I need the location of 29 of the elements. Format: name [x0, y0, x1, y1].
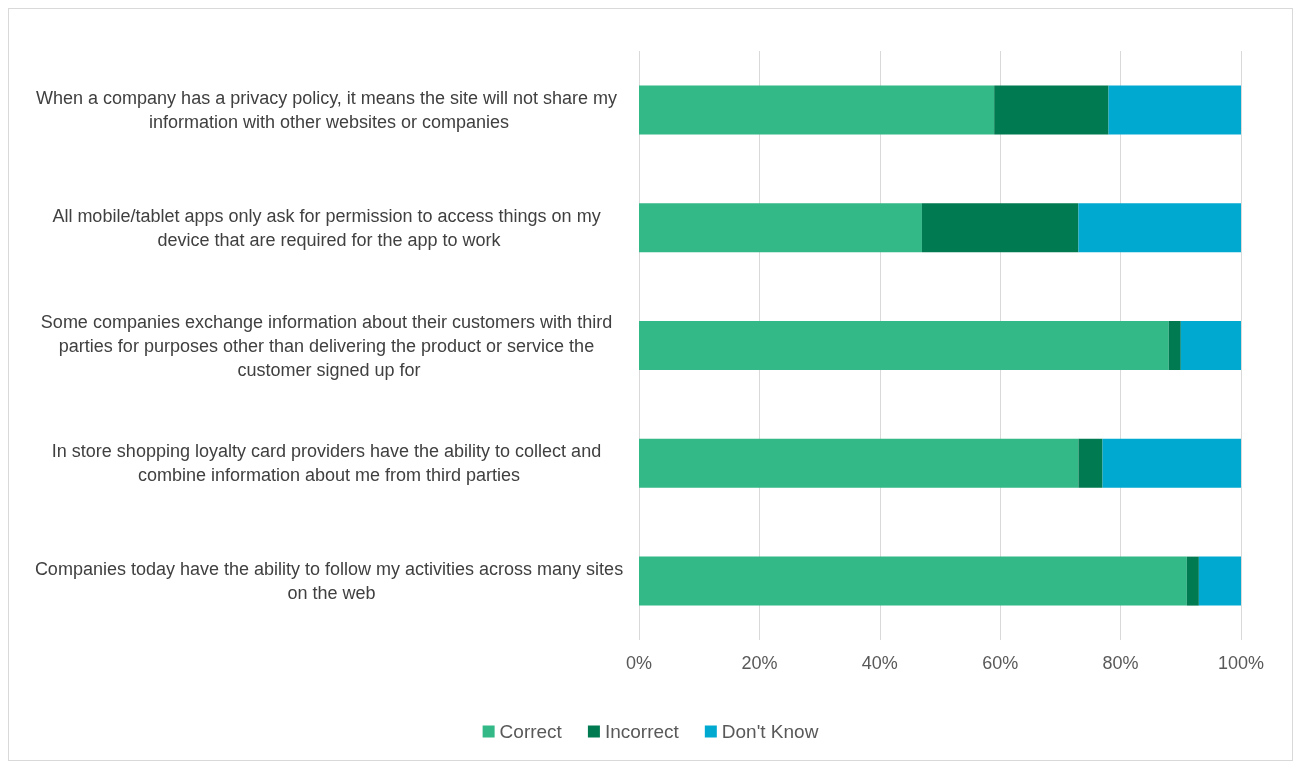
bar: [639, 203, 922, 253]
bar: [639, 85, 995, 135]
bar: [1168, 321, 1181, 370]
bar: [639, 556, 1187, 606]
x-tick-label: 100%: [1217, 653, 1265, 673]
y-tick-label: Companies today have the ability to follow my activities across many sites on the web: [34, 559, 624, 604]
legend-label: Correct: [499, 721, 563, 742]
x-tick-label: 60%: [982, 653, 1019, 673]
x-tick-label: 40%: [861, 653, 898, 673]
y-tick-label: Some companies exchange information about their customers with third parties for purposes other than delivering the product or service the customer signed up for: [40, 311, 618, 380]
bar: [921, 203, 1079, 253]
bar: [1078, 203, 1241, 253]
x-tick-label: 80%: [1102, 653, 1139, 673]
bar: [639, 321, 1169, 370]
bar: [1186, 556, 1199, 606]
x-tick-label: 0%: [625, 653, 653, 673]
bar: [639, 438, 1079, 488]
bar: [994, 85, 1109, 135]
legend-label: Don't Know: [721, 721, 819, 742]
y-tick-label: When a company has a privacy policy, it means the site will not share my information with other websites or companies: [36, 87, 622, 132]
y-tick-label: In store shopping loyalty card providers have the ability to collect and combine information about me from third parties: [51, 441, 607, 486]
bar: [1078, 438, 1103, 488]
x-tick-label: 20%: [741, 653, 778, 673]
bar: [1198, 556, 1241, 606]
y-tick-label: All mobile/tablet apps only ask for permission to access things on my device that are required for the app to work: [52, 205, 606, 250]
bar: [1102, 438, 1241, 488]
bar: [1108, 85, 1241, 135]
legend-label: Incorrect: [604, 721, 680, 742]
bar: [1180, 321, 1241, 370]
